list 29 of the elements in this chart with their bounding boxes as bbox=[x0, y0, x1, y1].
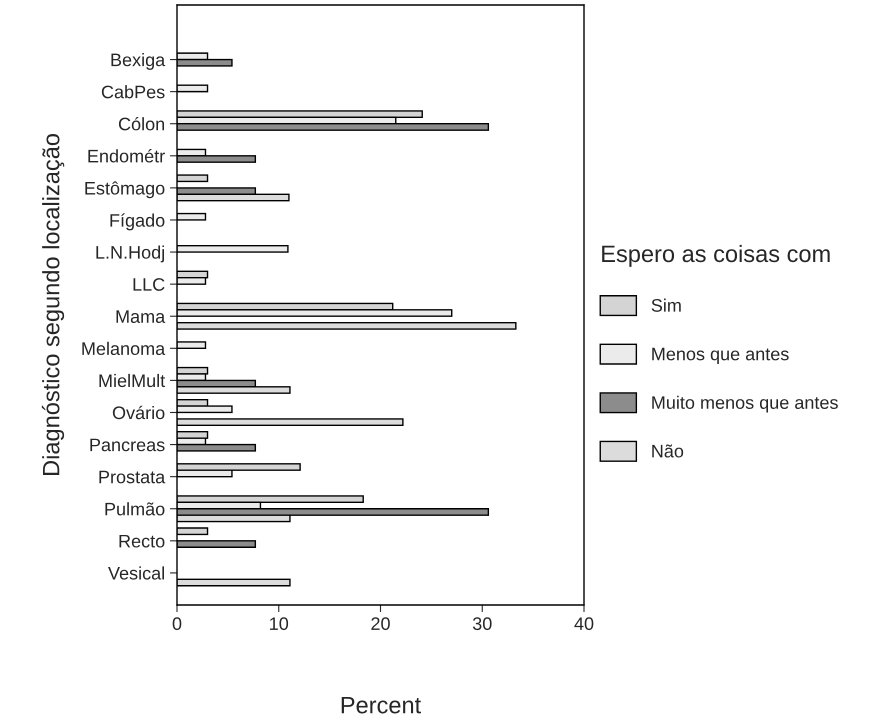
y-tick-label: Vesical bbox=[108, 566, 164, 580]
legend-label: Muito menos que antes bbox=[652, 396, 838, 413]
y-tick-label: Endométr bbox=[88, 149, 165, 163]
y-tick-label: Pancreas bbox=[90, 438, 165, 452]
legend-label: Menos que antes bbox=[652, 348, 789, 364]
y-tick-label: Prostata bbox=[99, 470, 166, 484]
y-tick-label: Cólon bbox=[118, 116, 164, 130]
y-tick-label: Melanoma bbox=[82, 342, 166, 356]
x-tick-label: 10 bbox=[270, 617, 288, 630]
x-axis-title: Percent bbox=[342, 697, 422, 714]
x-tick-label: 20 bbox=[371, 617, 390, 630]
y-tick-label: Pulmão bbox=[105, 502, 164, 516]
legend-label: Não bbox=[652, 444, 684, 458]
y-tick-label: Mama bbox=[116, 310, 166, 323]
y-tick-label: Fígado bbox=[110, 213, 164, 230]
y-tick-label: Bexiga bbox=[111, 53, 166, 70]
y-tick-label: Recto bbox=[120, 534, 164, 548]
y-tick-label: MielMult bbox=[99, 374, 166, 388]
y-tick-label: LLC bbox=[134, 278, 165, 291]
y-axis-title: Diagnóstico segundo localização bbox=[42, 134, 64, 475]
x-tick-label: 0 bbox=[172, 617, 182, 630]
legend-label: Sim bbox=[652, 298, 681, 312]
y-tick-label: CabPes bbox=[102, 85, 165, 98]
legend-title: Espero as coisas com bbox=[602, 244, 830, 267]
y-tick-label: Estômago bbox=[85, 181, 164, 198]
y-tick-label: Ovário bbox=[112, 406, 164, 420]
x-tick-label: 30 bbox=[472, 617, 492, 630]
y-tick-label: L.N.Hodj bbox=[96, 246, 164, 262]
x-tick-label: 40 bbox=[574, 617, 594, 630]
